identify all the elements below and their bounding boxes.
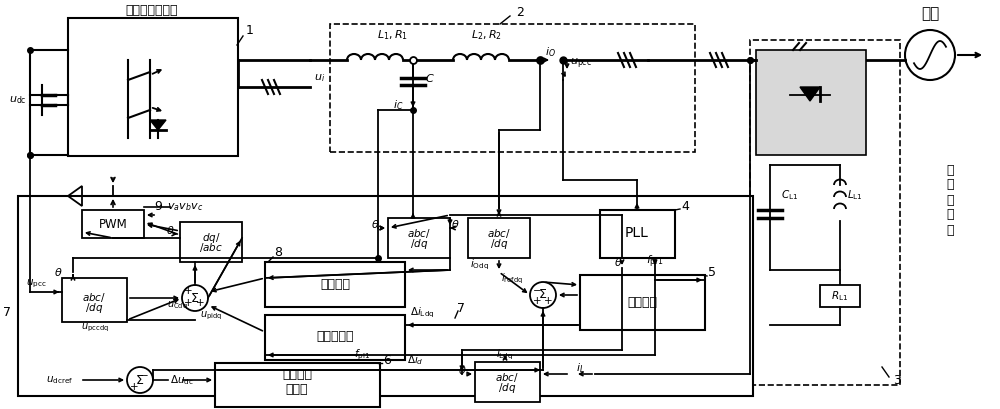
Text: 有源电力滤波器: 有源电力滤波器 [126,4,178,16]
Text: $u_{\rm dcref}$: $u_{\rm dcref}$ [46,374,74,386]
Text: 直流电压
控制器: 直流电压 控制器 [282,368,312,396]
Text: $i_L$: $i_L$ [576,361,584,375]
Text: 1: 1 [246,23,254,36]
Text: $u_{\rm Cdq}$: $u_{\rm Cdq}$ [167,300,188,312]
Text: $\theta$: $\theta$ [451,218,459,230]
Bar [600,210,675,258]
Text: $dq/$: $dq/$ [202,231,220,245]
Text: $\theta$: $\theta$ [54,266,62,278]
Bar [475,362,540,402]
Text: 6: 6 [383,353,391,366]
Text: $R_{\rm L1}$: $R_{\rm L1}$ [831,289,849,303]
Text: $u_{\rm dc}$: $u_{\rm dc}$ [9,94,27,106]
Text: $u_{\rm pcc}$: $u_{\rm pcc}$ [570,57,592,71]
Text: $u_i$: $u_i$ [314,72,326,84]
Text: $i_{\rm refdq}$: $i_{\rm refdq}$ [501,272,523,286]
Text: $C$: $C$ [425,72,435,84]
Text: $+$: $+$ [129,380,139,391]
Text: $L_1, R_1$: $L_1, R_1$ [377,28,409,42]
Bar [468,218,530,258]
Text: 7: 7 [3,306,11,319]
Bar [265,262,405,307]
Text: $\Delta i_d$: $\Delta i_d$ [407,353,423,367]
Text: $/dq$: $/dq$ [85,301,103,315]
Text: $f_{\rm pl1}$: $f_{\rm pl1}$ [354,348,370,362]
Text: 电网: 电网 [921,7,939,22]
Bar [388,218,450,258]
Polygon shape [800,87,820,101]
Bar [82,210,144,238]
Text: $i_{\rm Odq}$: $i_{\rm Odq}$ [470,258,490,272]
Text: $+$: $+$ [532,295,542,306]
Text: 5: 5 [708,265,716,279]
Text: 9: 9 [154,200,162,213]
Bar [580,275,705,330]
Text: $u_{\rm pccdq}$: $u_{\rm pccdq}$ [81,322,109,334]
Text: $/dq$: $/dq$ [490,237,508,251]
Text: $abc/$: $abc/$ [495,371,519,384]
Text: $\Delta u_{\rm dc}$: $\Delta u_{\rm dc}$ [170,373,194,387]
Text: 3: 3 [893,373,901,387]
Text: 非
线
性
负
载: 非 线 性 负 载 [946,164,954,236]
Text: $/dq$: $/dq$ [410,237,428,251]
Polygon shape [150,120,166,130]
Text: $C_{\rm L1}$: $C_{\rm L1}$ [781,188,799,202]
Text: 2: 2 [516,5,524,18]
Text: $/abc$: $/abc$ [199,241,223,254]
Text: $i_{\rm Ldq}$: $i_{\rm Ldq}$ [496,348,514,362]
Bar [820,285,860,307]
Text: 有源阻尼: 有源阻尼 [320,277,350,290]
Text: 谐波计算: 谐波计算 [627,295,657,308]
Bar [215,363,380,407]
Text: 8: 8 [274,247,282,259]
Text: $+$: $+$ [183,297,193,308]
Bar [756,50,866,155]
Text: 电流控制器: 电流控制器 [316,330,354,344]
Text: $-$: $-$ [139,369,149,379]
Text: $/dq$: $/dq$ [498,381,516,395]
Text: $\Delta i_{\rm Ldq}$: $\Delta i_{\rm Ldq}$ [410,306,434,320]
Bar [68,18,238,156]
Text: $i_O$: $i_O$ [545,45,555,59]
Bar [18,196,753,396]
Text: $u_{\rm pidq}$: $u_{\rm pidq}$ [200,310,222,322]
Text: $\theta$: $\theta$ [371,218,379,230]
Text: $i_C$: $i_C$ [393,98,403,112]
Text: $\theta$: $\theta$ [166,224,174,236]
Text: $abc/$: $abc/$ [407,227,431,240]
Text: PWM: PWM [99,218,127,231]
Text: $\Sigma$: $\Sigma$ [135,373,145,387]
Text: 7: 7 [457,301,465,315]
Text: PLL: PLL [625,226,649,240]
Text: $\Sigma$: $\Sigma$ [190,292,200,304]
Text: $\theta$: $\theta$ [614,256,622,268]
Bar [180,222,242,262]
Bar [750,40,900,385]
Text: $+$: $+$ [195,297,205,308]
Bar [265,315,405,360]
Text: $abc/$: $abc/$ [82,292,106,304]
Text: 4: 4 [681,200,689,213]
Text: $\Sigma$: $\Sigma$ [538,288,548,301]
Bar [62,278,127,322]
Bar [330,24,695,152]
Text: $-$: $-$ [532,284,542,294]
Text: $v_a v_b v_c$: $v_a v_b v_c$ [167,201,203,213]
Text: $L_2, R_2$: $L_2, R_2$ [471,28,503,42]
Text: $+$: $+$ [543,295,553,306]
Text: $+$: $+$ [183,285,193,297]
Text: $abc/$: $abc/$ [487,227,511,240]
Text: $L_{\rm L1}$: $L_{\rm L1}$ [847,188,863,202]
Text: $u_{\rm pcc}$: $u_{\rm pcc}$ [26,278,46,290]
Text: $\theta$: $\theta$ [458,364,466,376]
Text: $f_{\rm pl1}$: $f_{\rm pl1}$ [646,254,664,270]
